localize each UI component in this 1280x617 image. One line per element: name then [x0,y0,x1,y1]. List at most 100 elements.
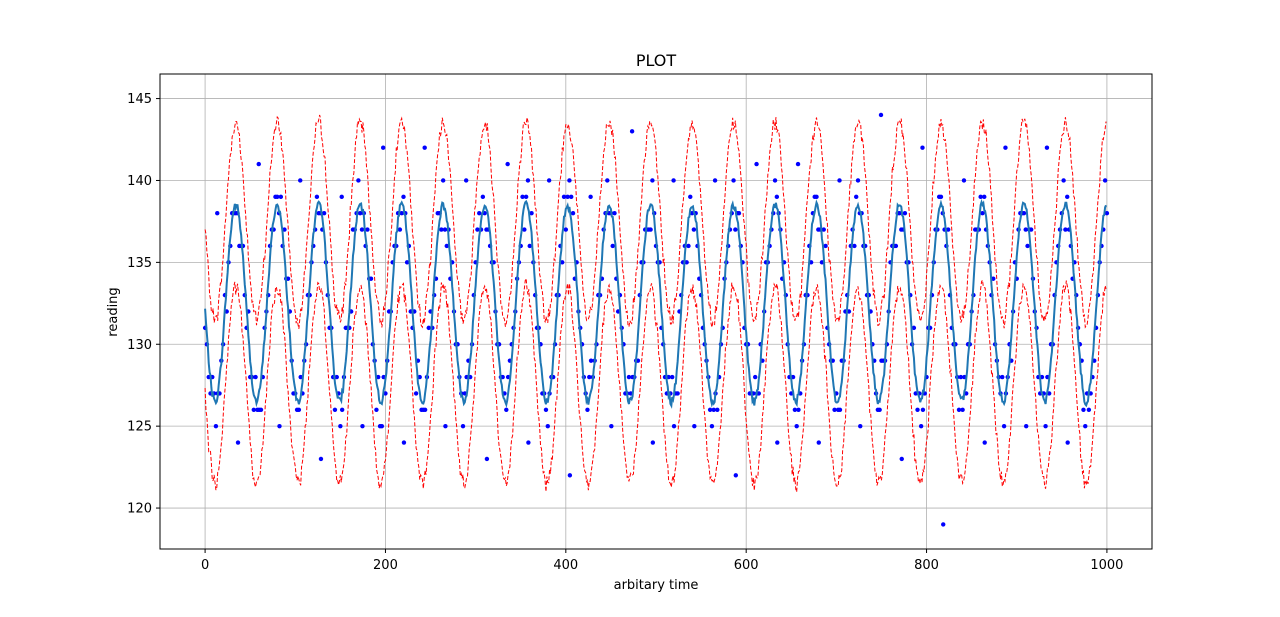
sample-point-trough [1023,423,1029,429]
sample-point [399,211,404,216]
sample-point [686,243,691,249]
sample-point [278,194,284,200]
sample-point [675,391,680,396]
sample-point [561,194,567,200]
sample-point [585,407,590,412]
sample-point [978,194,983,200]
sample-point [823,243,828,249]
grid [160,74,1152,549]
sample-point-trough [567,473,573,478]
sample-point [915,407,920,412]
sample-point [709,423,715,429]
sample-point [543,407,549,412]
y-tick-label: 145 [127,92,152,107]
sample-point [569,194,574,200]
sample-point [794,423,799,429]
sample-point [832,407,837,412]
sample-point-trough [858,423,863,429]
chart-title: PLOT [636,51,677,70]
sample-point-peak [754,161,759,167]
sample-point-trough [235,440,241,445]
sample-point [358,211,363,216]
sample-point [821,227,826,232]
sample-point-peak [381,145,386,150]
sample-point-peak [712,178,718,183]
x-tick-label: 200 [373,558,398,573]
sample-point [379,423,385,429]
sample-point [1081,407,1086,412]
sample-point [893,243,899,249]
sample-point [958,374,964,380]
sample-point [837,407,843,412]
sample-point [956,407,962,412]
sample-point [650,178,655,183]
sample-point [707,407,713,412]
sample-point [1104,211,1110,216]
sample-point-trough [401,440,407,445]
sample-point-trough [609,423,614,429]
sample-point [258,407,264,412]
sample-point [938,194,944,200]
y-tick-label: 135 [127,256,152,271]
sample-point [1061,178,1066,183]
sample-point [648,227,653,232]
sample-point-trough [692,423,697,429]
sample-point [520,194,525,200]
sample-point-trough [526,440,531,445]
sample-point [298,374,303,380]
sample-point [338,423,343,429]
sample-point [417,374,422,380]
sample-point-peak [298,178,303,183]
sample-point [525,178,531,183]
sample-point [480,194,486,200]
sample-point-peak [339,194,344,200]
x-axis: 0 200 400 600 800 1000 [201,549,1123,573]
sample-point [565,194,570,200]
sample-point [251,407,256,412]
sample-point [563,227,569,232]
sample-point [610,243,615,249]
sample-point [945,227,951,232]
sample-point [960,407,965,412]
sample-point-peak [422,145,427,150]
sample-point [1000,374,1005,380]
sample-point [980,211,985,216]
sample-point [356,178,361,183]
sample-point-peak [837,178,842,183]
sample-point [854,194,859,200]
plot-area-frame [159,73,1153,550]
sample-point-peak [1044,145,1050,150]
sample-point [567,178,572,183]
y-axis-label: reading [106,287,121,336]
y-tick-label: 120 [127,502,152,517]
sample-point-peak [505,161,510,167]
sample-point [334,374,339,380]
sample-point-peak [256,161,261,167]
sample-point [1086,407,1092,412]
x-tick-label: 600 [734,558,759,573]
sample-point [1102,178,1108,183]
sample-point [522,227,527,232]
sample-point-trough [1065,440,1070,445]
sample-point [1083,423,1088,429]
sample-point [920,407,926,412]
sample-point-trough [360,423,365,429]
sample-point [982,194,987,200]
sample-point [213,423,219,429]
sample-point [852,243,857,249]
sample-point [691,227,697,232]
sample-point [1021,211,1027,216]
sample-point [918,423,924,429]
sample-point-peak [961,178,967,183]
y-tick-label: 130 [127,338,152,353]
sample-point-trough [816,440,821,445]
mean-line [204,198,1107,409]
sample-point-peak [463,178,469,183]
sample-point [444,243,449,249]
sample-point [711,407,716,412]
sample-point [365,227,370,232]
sample-point-trough [775,440,780,445]
sample-point [359,227,365,232]
sample-point [275,194,280,200]
sample-point [612,211,617,216]
